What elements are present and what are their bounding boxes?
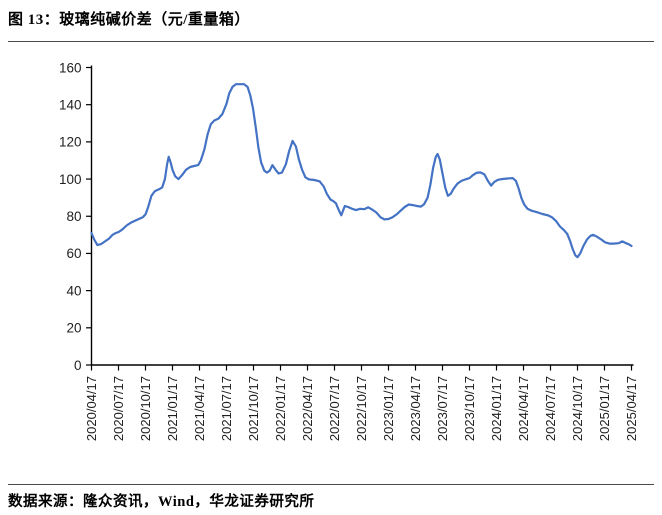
x-tick-label: 2025/04/17 — [624, 376, 639, 441]
x-tick-label: 2025/01/17 — [597, 376, 612, 441]
x-tick-label: 2021/07/17 — [219, 376, 234, 441]
x-tick-label: 2022/01/17 — [273, 376, 288, 441]
y-tick-label: 100 — [59, 172, 82, 187]
axis-lines — [90, 65, 634, 366]
y-tick-label: 60 — [66, 246, 81, 261]
y-tick-label: 80 — [66, 209, 81, 224]
x-tick-label: 2022/07/17 — [327, 376, 342, 441]
footer-divider — [8, 484, 654, 485]
y-tick-label: 160 — [59, 60, 82, 75]
x-tick-label: 2020/04/17 — [84, 376, 99, 441]
y-tick-label: 120 — [59, 135, 82, 150]
y-tick-label: 40 — [66, 283, 81, 298]
x-tick-label: 2023/07/17 — [435, 376, 450, 441]
x-tick-label: 2024/07/17 — [543, 376, 558, 441]
figure-title: 图 13：玻璃纯碱价差（元/重量箱） — [8, 12, 250, 28]
x-tick-label: 2021/01/17 — [165, 376, 180, 441]
x-tick-label: 2023/04/17 — [408, 376, 423, 441]
title-divider — [8, 41, 654, 42]
x-tick-label: 2024/01/17 — [489, 376, 504, 441]
x-tick-label: 2023/01/17 — [381, 376, 396, 441]
chart-canvas: 0 20 40 60 80 100 120 140 160 2020/04/17 2020/07/1… — [59, 60, 639, 441]
data-source-note: 数据来源：隆众资讯，Wind，华龙证券研究所 — [8, 494, 315, 510]
x-tick-label: 2022/04/17 — [300, 376, 315, 441]
x-tick-label: 2023/10/17 — [462, 376, 477, 441]
x-tick-label: 2021/10/17 — [246, 376, 261, 441]
x-tick-label: 2020/10/17 — [138, 376, 153, 441]
x-tick-label: 2020/07/17 — [111, 376, 126, 441]
x-tick-label: 2021/04/17 — [192, 376, 207, 441]
x-tick-label: 2024/10/17 — [570, 376, 585, 441]
x-tick-label: 2024/04/17 — [516, 376, 531, 441]
y-tick-label: 20 — [66, 321, 81, 336]
x-tick-label: 2022/10/17 — [354, 376, 369, 441]
y-tick-label: 140 — [59, 97, 82, 112]
price-spread-chart: 0 20 40 60 80 100 120 140 160 2020/04/17 2020/07/1… — [0, 46, 662, 482]
y-tick-label: 0 — [74, 358, 82, 373]
series-line — [90, 83, 633, 259]
